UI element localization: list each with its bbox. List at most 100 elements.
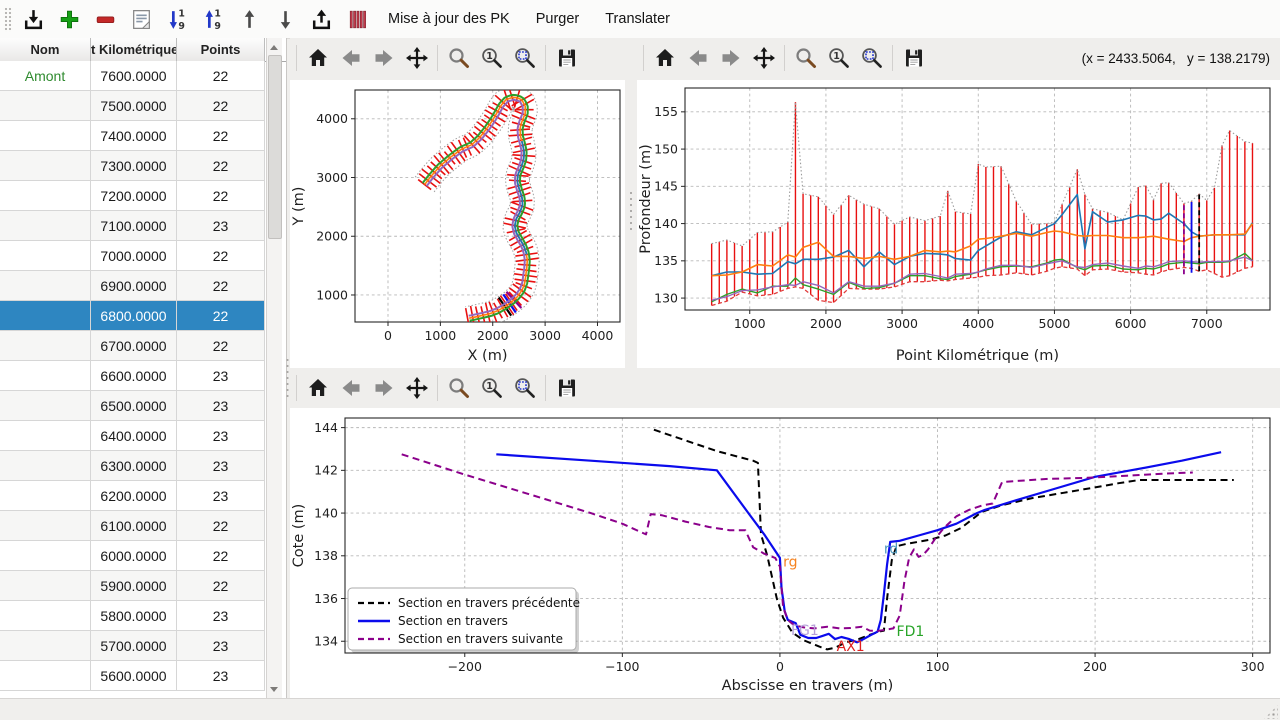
forward-button[interactable] [714,41,747,75]
cell-points[interactable]: 22 [177,241,265,270]
cell-points[interactable]: 22 [177,91,265,120]
cross-section-chart[interactable]: −200 −100 0 100 200 300 134 136 138 140 142 144 Absc… [290,408,1280,698]
cell-points[interactable]: 22 [177,331,265,360]
column-header-nom[interactable]: Nom [0,38,91,61]
purge-button[interactable]: Purger [523,3,593,35]
column-header-points[interactable]: Points [177,38,265,61]
cell-nom[interactable] [0,601,91,630]
cell-pk[interactable]: 6900.0000 [91,271,177,300]
table-row[interactable]: 5900.0000 22 [0,571,265,601]
cell-points[interactable]: 23 [177,391,265,420]
remove-button[interactable] [87,3,123,35]
cell-points[interactable]: 22 [177,151,265,180]
cell-pk[interactable]: 7300.0000 [91,151,177,180]
cell-nom[interactable] [0,331,91,360]
cell-nom[interactable] [0,661,91,690]
table-row[interactable]: 7100.0000 23 [0,211,265,241]
table-row[interactable]: 6300.0000 23 [0,451,265,481]
cell-points[interactable]: 22 [177,541,265,570]
table-row[interactable]: 6700.0000 22 [0,331,265,361]
toolbar-drag-handle[interactable] [3,6,13,32]
zoom-fit-button[interactable] [855,41,888,75]
zoom-one-button[interactable] [475,41,508,75]
cell-points[interactable]: 22 [177,571,265,600]
cell-nom[interactable] [0,301,91,330]
cell-points[interactable]: 22 [177,181,265,210]
cell-pk[interactable]: 6400.0000 [91,421,177,450]
cell-points[interactable]: 23 [177,481,265,510]
cell-nom[interactable] [0,151,91,180]
table-row[interactable]: 7300.0000 22 [0,151,265,181]
save-button[interactable] [550,41,583,75]
cell-nom[interactable] [0,121,91,150]
import-button[interactable] [15,3,51,35]
cell-points[interactable]: 23 [177,601,265,630]
cell-nom[interactable] [0,631,91,660]
cell-nom[interactable] [0,421,91,450]
scroll-up-icon[interactable] [267,40,281,54]
scroll-down-icon[interactable] [267,682,281,696]
scrollbar-thumb[interactable] [268,55,282,239]
table-row[interactable]: 7500.0000 22 [0,91,265,121]
table-row[interactable]: 6900.0000 22 [0,271,265,301]
column-header-pk[interactable]: t Kilométrique [91,38,177,61]
save-button[interactable] [897,41,930,75]
home-button[interactable] [301,371,334,405]
table-row[interactable]: 6100.0000 22 [0,511,265,541]
zoom-fit-button[interactable] [508,41,541,75]
cell-nom[interactable]: Amont [0,61,91,90]
sort-desc-button[interactable] [159,3,195,35]
cell-pk[interactable]: 6700.0000 [91,331,177,360]
cell-nom[interactable] [0,211,91,240]
cell-nom[interactable] [0,571,91,600]
move-up-button[interactable] [231,3,267,35]
cell-pk[interactable]: 6800.0000 [91,301,177,330]
panel-splitter-handle[interactable] [285,356,290,400]
back-button[interactable] [334,371,367,405]
cell-pk[interactable]: 7000.0000 [91,241,177,270]
cell-nom[interactable] [0,391,91,420]
cell-nom[interactable] [0,451,91,480]
pan-button[interactable] [747,41,780,75]
pan-button[interactable] [400,371,433,405]
table-row[interactable]: 6600.0000 23 [0,361,265,391]
cell-pk[interactable]: 6200.0000 [91,481,177,510]
window-resize-grip[interactable] [1264,705,1278,719]
table-row[interactable]: 6800.0000 22 [0,301,265,331]
cell-pk[interactable]: 7600.0000 [91,61,177,90]
cell-pk[interactable]: 7100.0000 [91,211,177,240]
cell-pk[interactable]: 6100.0000 [91,511,177,540]
cell-pk[interactable]: 6000.0000 [91,541,177,570]
cell-points[interactable]: 23 [177,421,265,450]
cell-nom[interactable] [0,91,91,120]
table-row[interactable]: 6400.0000 23 [0,421,265,451]
cell-points[interactable]: 22 [177,121,265,150]
zoom-button[interactable] [442,41,475,75]
table-row[interactable]: 5800.0000 23 [0,601,265,631]
sections-button[interactable] [339,3,375,35]
zoom-fit-button[interactable] [508,371,541,405]
cell-points[interactable]: 23 [177,361,265,390]
save-button[interactable] [550,371,583,405]
longitudinal-profile-chart[interactable]: 1000 2000 3000 4000 5000 6000 7000 130 135 140 145… [637,80,1280,368]
cell-nom[interactable] [0,361,91,390]
cell-pk[interactable]: 6600.0000 [91,361,177,390]
cell-points[interactable]: 22 [177,511,265,540]
table-row[interactable]: 7400.0000 22 [0,121,265,151]
zoom-one-button[interactable] [822,41,855,75]
update-pk-button[interactable]: Mise à jour des PK [375,3,523,35]
table-row[interactable]: Amont 7600.0000 22 [0,61,265,91]
cell-pk[interactable]: 6500.0000 [91,391,177,420]
cell-pk[interactable]: 7200.0000 [91,181,177,210]
table-scrollbar[interactable] [266,38,282,698]
home-button[interactable] [648,41,681,75]
cell-pk[interactable]: 5900.0000 [91,571,177,600]
cell-pk[interactable]: 5700.0000 [91,631,177,660]
cell-pk[interactable]: 5800.0000 [91,601,177,630]
back-button[interactable] [334,41,367,75]
zoom-button[interactable] [442,371,475,405]
cell-nom[interactable] [0,541,91,570]
cell-pk[interactable]: 6300.0000 [91,451,177,480]
cell-points[interactable]: 22 [177,271,265,300]
cell-pk[interactable]: 5600.0000 [91,661,177,690]
